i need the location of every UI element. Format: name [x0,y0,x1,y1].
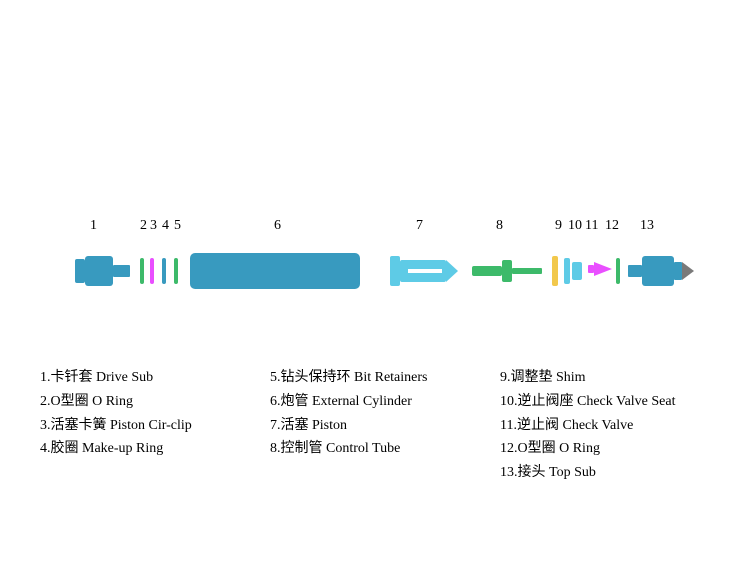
legend-item-5: 5.钻头保持环 Bit Retainers [270,366,470,390]
part-1 [75,256,130,286]
legend-col-1: 1.卡钎套 Drive Sub2.O型圈 O Ring3.活塞卡簧 Piston… [40,366,240,485]
part-3 [150,258,154,284]
legend-item-2: 2.O型圈 O Ring [40,390,240,414]
legend-item-1: 1.卡钎套 Drive Sub [40,366,240,390]
legend-item-4: 4.胶圈 Make-up Ring [40,437,240,461]
legend-item-12: 12.O型圈 O Ring [500,437,700,461]
part-12 [616,258,620,284]
legend-item-9: 9.调整垫 Shim [500,366,700,390]
legend-item-10: 10.逆止阀座 Check Valve Seat [500,390,700,414]
part-7 [390,256,458,286]
legend-item-7: 7.活塞 Piston [270,414,470,438]
part-11 [588,262,612,276]
legend-col-2: 5.钻头保持环 Bit Retainers6.炮管 External Cylin… [270,366,470,485]
part-2 [140,258,144,284]
part-13 [628,256,694,286]
part-9 [552,256,558,286]
part-6 [190,253,360,289]
exploded-diagram [0,216,730,306]
part-8 [472,260,542,282]
legend-item-8: 8.控制管 Control Tube [270,437,470,461]
part-5 [174,258,178,284]
legend-item-13: 13.接头 Top Sub [500,461,700,485]
legend-item-6: 6.炮管 External Cylinder [270,390,470,414]
legend-item-11: 11.逆止阀 Check Valve [500,414,700,438]
part-10 [564,258,582,284]
legend: 1.卡钎套 Drive Sub2.O型圈 O Ring3.活塞卡簧 Piston… [40,366,700,485]
legend-item-3: 3.活塞卡簧 Piston Cir-clip [40,414,240,438]
legend-col-3: 9.调整垫 Shim10.逆止阀座 Check Valve Seat11.逆止阀… [500,366,700,485]
part-4 [162,258,166,284]
